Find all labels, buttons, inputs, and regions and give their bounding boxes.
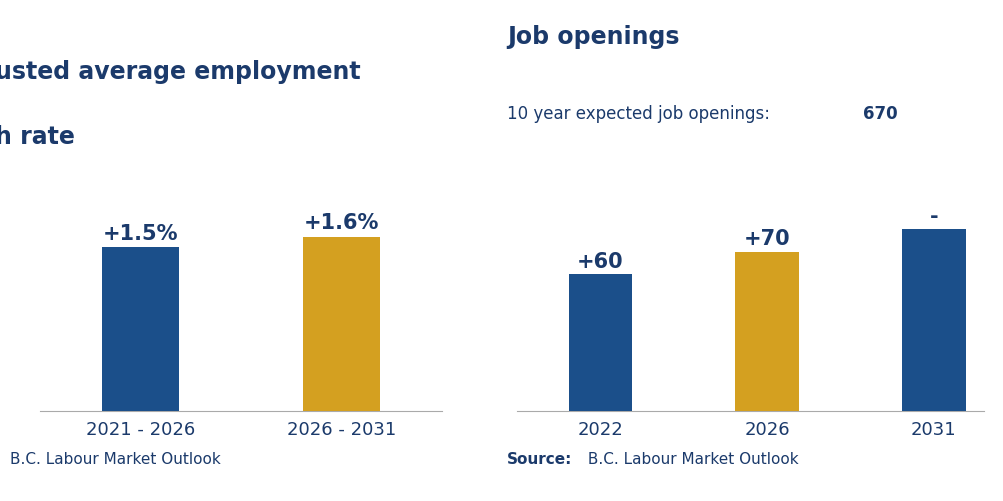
Bar — [102, 248, 179, 411]
Text: +1.5%: +1.5% — [102, 223, 179, 243]
Text: -: - — [929, 206, 937, 226]
Text: B.C. Labour Market Outlook: B.C. Labour Market Outlook — [583, 451, 798, 466]
Bar — [735, 252, 798, 411]
Text: Job openings: Job openings — [507, 25, 679, 49]
Text: +70: +70 — [743, 229, 789, 249]
Text: usted average employment: usted average employment — [0, 60, 360, 84]
Text: 670: 670 — [863, 105, 897, 123]
Bar — [902, 229, 965, 411]
Text: B.C. Labour Market Outlook: B.C. Labour Market Outlook — [10, 451, 221, 466]
Text: Source:: Source: — [507, 451, 572, 466]
Text: +60: +60 — [577, 252, 623, 272]
Bar — [303, 237, 379, 411]
Text: +1.6%: +1.6% — [303, 213, 379, 233]
Text: 10 year expected job openings:: 10 year expected job openings: — [507, 105, 774, 123]
Bar — [568, 275, 632, 411]
Text: h rate: h rate — [0, 125, 75, 149]
